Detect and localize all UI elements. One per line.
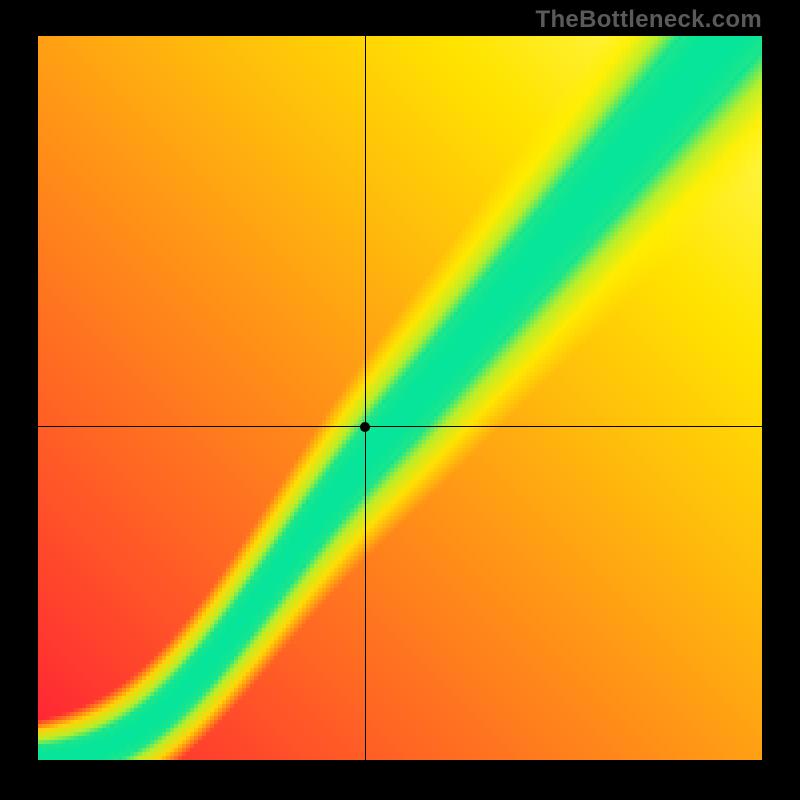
crosshair-vertical [365,36,366,760]
bottleneck-heatmap [38,36,762,760]
chart-container: TheBottleneck.com [0,0,800,800]
crosshair-marker [360,422,370,432]
crosshair-horizontal [38,426,762,427]
watermark-text: TheBottleneck.com [536,6,762,34]
